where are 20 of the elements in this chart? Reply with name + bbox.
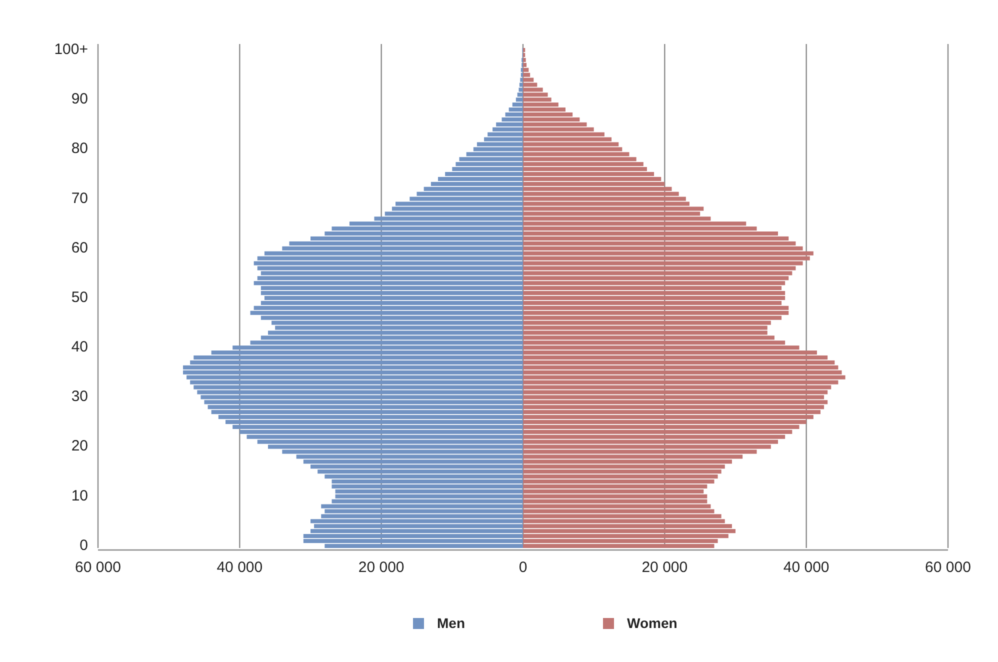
y-tick-label: 70: [71, 190, 88, 207]
y-tick-label: 60: [71, 239, 88, 256]
y-tick-label: 10: [71, 487, 88, 504]
y-tick-label: 30: [71, 388, 88, 406]
y-tick-label: 20: [71, 438, 88, 455]
y-tick-label: 90: [71, 90, 88, 108]
x-tick-label: 40 000: [216, 559, 263, 576]
legend-label: Men: [437, 615, 465, 631]
x-tick-label: 20 000: [358, 559, 404, 576]
y-tick-label: 100+: [54, 41, 88, 58]
y-tick-label: 50: [71, 288, 88, 306]
y-tick-label: 0: [80, 536, 88, 554]
x-tick-label: 40 000: [783, 559, 830, 576]
x-tick-label: 60 000: [925, 559, 971, 576]
legend-label: Women: [627, 615, 678, 631]
x-tick-label: 0: [518, 559, 528, 576]
y-tick-label: 80: [71, 140, 88, 158]
y-tick-label: 40: [71, 338, 88, 356]
x-tick-label: 60 000: [75, 559, 121, 576]
x-tick-label: 20 000: [642, 559, 688, 576]
